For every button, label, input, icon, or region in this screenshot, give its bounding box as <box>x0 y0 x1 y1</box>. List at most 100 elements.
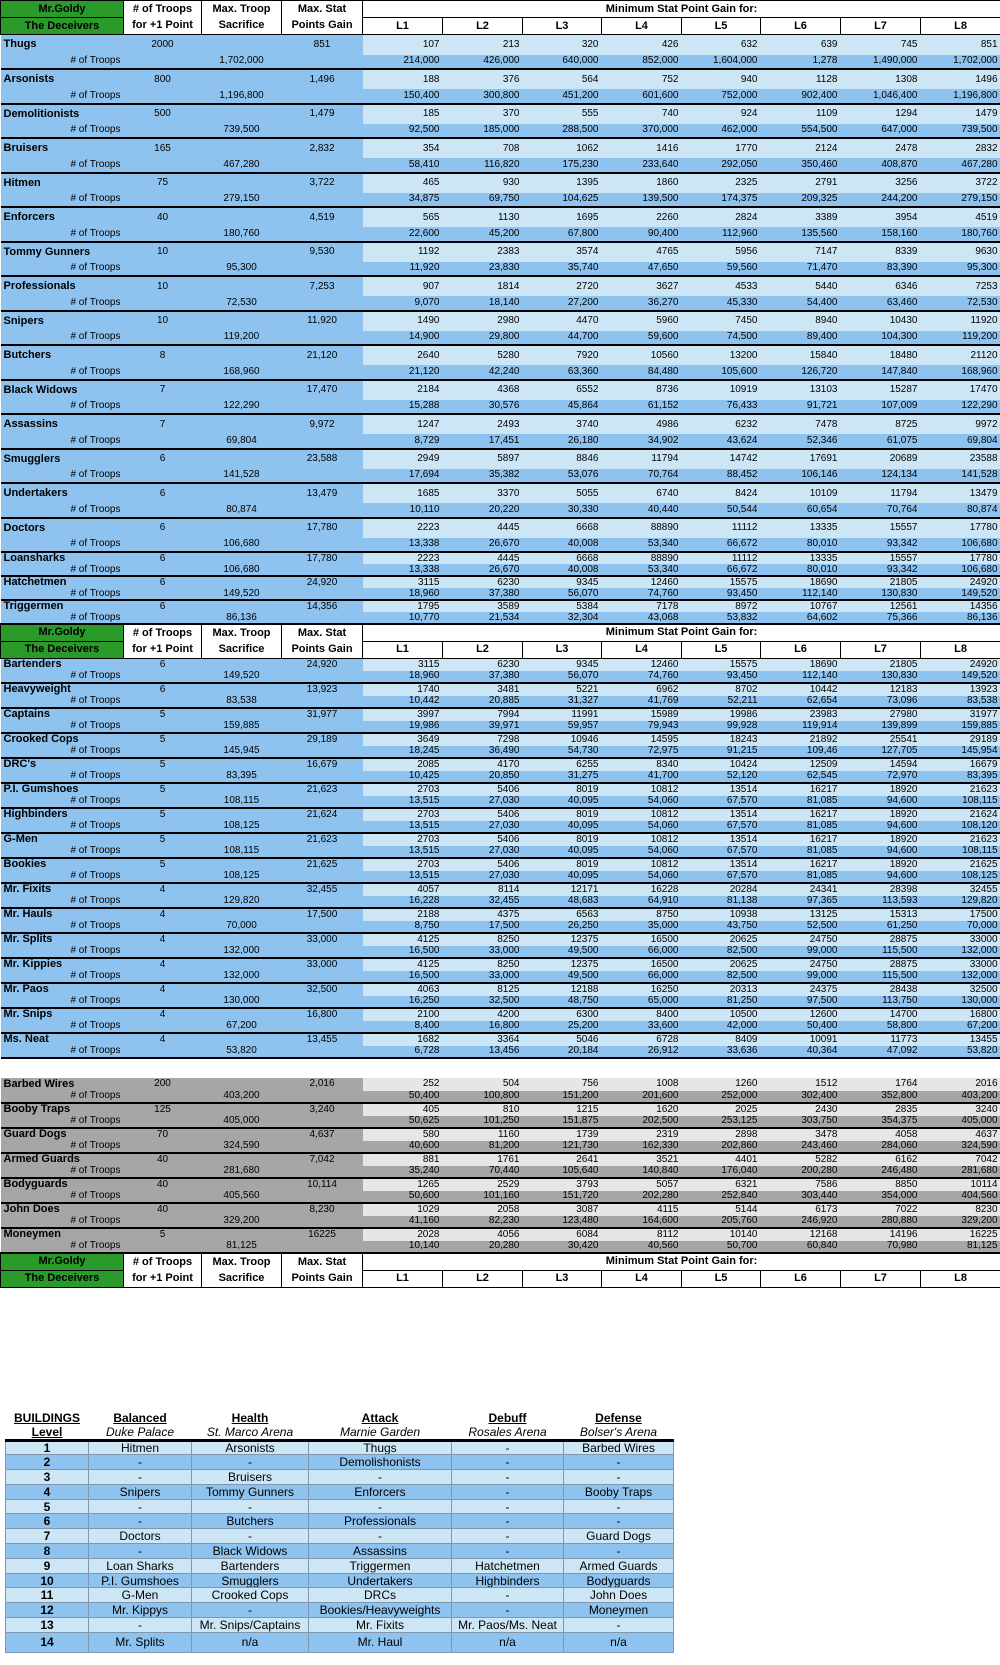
level-gain: 8125 <box>442 983 523 996</box>
brand-name: Mr.Goldy <box>0 0 124 18</box>
level-header: L3 <box>522 17 602 35</box>
max-sacrifice <box>201 1103 282 1116</box>
level-gain: 7920 <box>522 345 602 365</box>
level-gain: 4125 <box>362 958 443 971</box>
unit-row: Bartenders 6 24,920 3115 6230 9345 12460 15575 1… <box>0 658 1000 671</box>
level-troops: 6,728 <box>362 1045 443 1059</box>
level-gain: 4470 <box>522 310 602 331</box>
level-gain: 405 <box>362 1103 443 1116</box>
troops-per-point-blank <box>123 895 202 909</box>
level-gain: 6668 <box>522 517 602 538</box>
level-troops: 54,060 <box>601 870 682 884</box>
troops-per-point-blank <box>123 296 202 312</box>
level-troops: 1,702,000 <box>920 54 1000 70</box>
col-sacrifice-header: Sacrifice <box>201 17 282 35</box>
level-troops: 426,000 <box>442 54 523 70</box>
level-gain: 185 <box>362 103 443 124</box>
level-troops: 50,400 <box>760 1020 841 1034</box>
level-gain: 8019 <box>522 808 602 821</box>
troops-per-point: 6 <box>123 448 202 469</box>
level-gain: 8750 <box>601 908 682 921</box>
level-gain: 2703 <box>362 858 443 871</box>
level-gain: 3481 <box>442 683 523 696</box>
building-unit: Doctors <box>88 1528 192 1545</box>
level-gain: 12168 <box>760 1228 841 1241</box>
building-unit: Booby Traps <box>563 1483 674 1500</box>
troops-per-point: 200 <box>123 1078 202 1091</box>
max-stat-gain-blank <box>281 1190 363 1204</box>
building-unit: - <box>191 1454 309 1471</box>
max-stat-gain: 21,120 <box>281 345 363 365</box>
level-troops: 94,600 <box>840 795 921 809</box>
level-troops: 130,000 <box>920 995 1000 1009</box>
level-gain: 6232 <box>681 414 761 434</box>
level-gain: 2085 <box>362 758 443 771</box>
level-gain: 5897 <box>442 448 523 469</box>
level-troops: 106,680 <box>920 537 1000 553</box>
level-gain: 3521 <box>601 1153 682 1166</box>
building-level: 4 <box>5 1483 89 1500</box>
building-unit: Mr. Haul <box>308 1631 452 1653</box>
max-stat-gain: 17,500 <box>281 908 363 921</box>
max-sacrifice <box>201 345 282 365</box>
unit-troops-row: # of Troops 80,874 10,110 20,220 30,330 40,44… <box>0 503 1000 519</box>
max-sacrifice <box>201 552 282 564</box>
level-troops: 81,085 <box>760 795 841 809</box>
level-gain: 20625 <box>681 958 761 971</box>
max-sacrifice: 53,820 <box>201 1045 282 1059</box>
level-troops: 17,451 <box>442 434 523 450</box>
level-gain: 10812 <box>601 808 682 821</box>
header-row: The Deceivers for +1 Point Sacrifice Points… <box>0 640 1000 659</box>
troops-per-point: 75 <box>123 172 202 193</box>
level-gain: 320 <box>522 34 602 55</box>
level-header: L2 <box>442 1269 523 1288</box>
level-troops: 121,730 <box>522 1140 602 1154</box>
max-stat-gain: 21,624 <box>281 808 363 821</box>
level-gain: 11794 <box>601 448 682 469</box>
building-unit: John Does <box>563 1587 674 1604</box>
building-unit: - <box>191 1528 309 1545</box>
building-unit: Black Widows <box>191 1543 309 1559</box>
level-gain: 1761 <box>442 1153 523 1166</box>
level-troops: 42,240 <box>442 365 523 381</box>
level-header: L2 <box>442 640 523 659</box>
level-gain: 810 <box>442 1103 523 1116</box>
max-sacrifice: 95,300 <box>201 261 282 277</box>
max-sacrifice: 405,000 <box>201 1115 282 1129</box>
building-level: 12 <box>5 1602 89 1619</box>
building-unit: Enforcers <box>308 1483 452 1500</box>
unit-row: Mr. Fixits 4 32,455 4057 8114 12171 16228 20284… <box>0 883 1000 896</box>
level-troops: 17,694 <box>362 468 443 484</box>
level-troops: 408,870 <box>840 158 921 174</box>
max-stat-gain: 17,470 <box>281 379 363 400</box>
troops-per-point: 5 <box>123 783 202 796</box>
level-gain: 2124 <box>760 138 841 158</box>
level-gain: 745 <box>840 34 921 55</box>
level-gain: 18920 <box>840 858 921 871</box>
max-sacrifice <box>201 103 282 124</box>
level-troops: 72,970 <box>840 770 921 784</box>
level-gain: 8850 <box>840 1178 921 1191</box>
troops-label: # of Troops <box>0 123 124 139</box>
max-sacrifice <box>201 983 282 996</box>
level-gain: 2223 <box>362 552 443 564</box>
troops-per-point: 10 <box>123 241 202 262</box>
max-sacrifice: 69,804 <box>201 434 282 450</box>
building-unit: - <box>563 1513 674 1530</box>
level-gain: 2898 <box>681 1128 761 1141</box>
level-troops: 126,720 <box>760 365 841 381</box>
max-stat-gain: 17,780 <box>281 517 363 538</box>
level-troops: 73,096 <box>840 695 921 709</box>
buildings-header: BUILDINGS Balanced Health Attack Debuff Defen… <box>5 1410 674 1425</box>
building-unit: Butchers <box>191 1513 309 1530</box>
level-gain: 6346 <box>840 276 921 296</box>
level-troops: 20,220 <box>442 503 523 519</box>
level-gain: 3649 <box>362 733 443 746</box>
unit-row: Highbinders 5 21,624 2703 5406 8019 10812 13514… <box>0 808 1000 821</box>
max-sacrifice: 72,530 <box>201 296 282 312</box>
level-gain: 10938 <box>681 908 761 921</box>
level-gain: 9345 <box>522 658 602 671</box>
level-troops: 101,160 <box>442 1190 523 1204</box>
level-gain: 20284 <box>681 883 761 896</box>
level-gain: 18920 <box>840 808 921 821</box>
